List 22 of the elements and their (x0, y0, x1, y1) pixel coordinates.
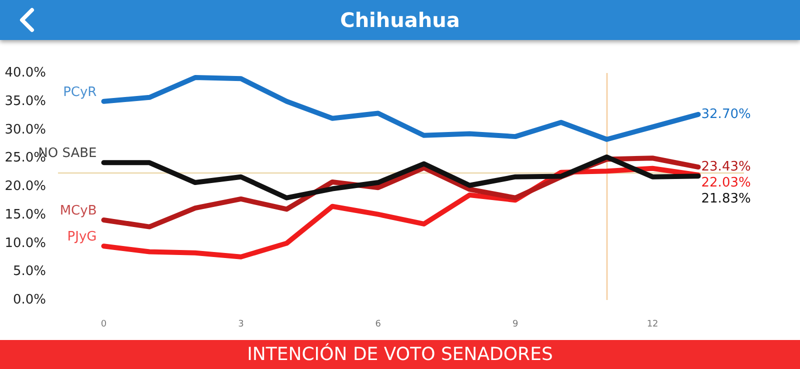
y-tick-label: 10.0% (4, 236, 46, 251)
y-tick-label: 15.0% (4, 207, 46, 222)
y-tick-label: 30.0% (4, 122, 46, 138)
x-tick-label: 12 (646, 320, 658, 330)
y-tick-label: 5.0% (12, 264, 46, 280)
x-tick-label: 0 (100, 320, 107, 330)
data-label: 32.70% (701, 106, 751, 122)
data-label: 22.03% (701, 176, 751, 191)
y-tick-label: 35.0% (4, 94, 46, 109)
y-tick-label: 20.0% (4, 179, 46, 194)
y-tick-label: 40.0% (4, 66, 46, 80)
chart-title: Chihuahua (0, 0, 800, 40)
series-label: MCyB (60, 203, 97, 218)
x-tick-label: 9 (512, 320, 518, 330)
x-tick-label: 6 (375, 320, 382, 330)
y-tick-label: 0.0% (12, 292, 46, 308)
data-label: 23.43% (701, 160, 751, 175)
x-tick-label: 3 (238, 320, 244, 330)
data-label: 21.83% (701, 192, 751, 207)
series-label: PCyR (63, 84, 97, 100)
text: INTENCIÓN DE VOTO SENADORES (0, 340, 800, 369)
series-label: PJyG (67, 230, 97, 245)
